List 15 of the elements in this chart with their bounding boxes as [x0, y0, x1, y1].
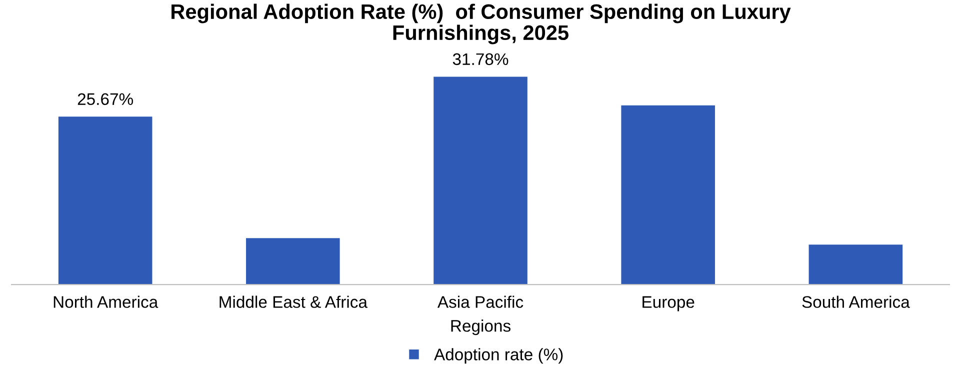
x-tick-label: North America: [54, 296, 158, 308]
bar: [808, 244, 903, 285]
x-tick-label: Europe: [642, 296, 694, 312]
bar: [58, 116, 152, 285]
x-tick-label: Asia Pacific: [437, 296, 524, 308]
data-label: 25.67%: [78, 93, 133, 106]
bar: [434, 76, 528, 285]
x-tick-label: Middle East & Africa: [220, 296, 368, 308]
x-axis-title: Regions: [451, 320, 510, 336]
bar: [621, 105, 715, 285]
data-label: 31.78%: [452, 53, 508, 66]
x-tick-label: South America: [802, 296, 910, 308]
chart-title: Regional Adoption Rate (%) of Consumer Spending on Luxury Furnishings, 2025: [172, 4, 791, 44]
legend-label: Adoption rate (%): [434, 348, 563, 364]
bar: [246, 238, 340, 285]
